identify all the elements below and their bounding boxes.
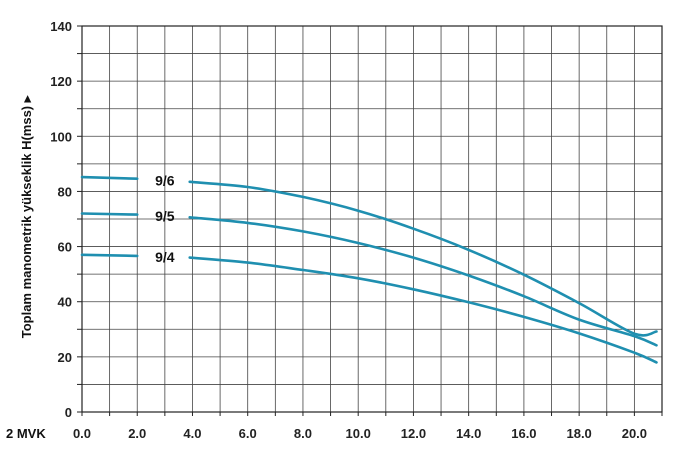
series-line-9-5-seg1 (188, 216, 658, 347)
x-tick-label: 20.0 (622, 426, 647, 441)
y-tick-label: 80 (58, 184, 72, 199)
x-tick-label: 2.0 (128, 426, 146, 441)
y-tick-label: 60 (58, 240, 72, 255)
series-line-9-5-seg0 (80, 212, 139, 216)
series-line-9-6-seg1 (188, 180, 658, 337)
series-label: 9/4 (155, 249, 175, 265)
x-tick-label: 18.0 (566, 426, 591, 441)
y-tick-label: 140 (50, 19, 72, 34)
x-tick-label: 8.0 (294, 426, 312, 441)
y-tick-label: 120 (50, 74, 72, 89)
x-tick-label: 10.0 (346, 426, 371, 441)
series-label: 9/5 (155, 208, 175, 224)
x-tick-label: 6.0 (239, 426, 257, 441)
x-axis-label: 2 MVK (6, 426, 46, 441)
x-tick-label: 12.0 (401, 426, 426, 441)
series-line-9-4-seg1 (188, 256, 658, 364)
y-tick-label: 20 (58, 350, 72, 365)
series-labels: 9/6 9/5 9/4 (155, 172, 175, 265)
x-tick-label: 14.0 (456, 426, 481, 441)
y-tick-labels: 0 20 40 60 80 100 120 140 (50, 19, 72, 420)
x-tick-label: 0.0 (73, 426, 91, 441)
y-tick-label: 40 (58, 295, 72, 310)
y-axis-label: Toplam manometrik yükseklik H(mss) ▸ (19, 94, 34, 338)
y-tick-label: 0 (65, 405, 72, 420)
y-tick-label: 100 (50, 129, 72, 144)
x-tick-labels: 0.0 2.0 4.0 6.0 8.0 10.0 12.0 14.0 16.0 18.0 20.0 (73, 426, 647, 441)
series-line-9-4-seg0 (80, 253, 139, 258)
series-lines (80, 175, 658, 364)
x-tick-label: 16.0 (511, 426, 536, 441)
x-tick-label: 4.0 (183, 426, 201, 441)
series-label: 9/6 (155, 172, 175, 188)
axes (77, 25, 663, 416)
series-line-9-6-seg0 (80, 175, 139, 180)
